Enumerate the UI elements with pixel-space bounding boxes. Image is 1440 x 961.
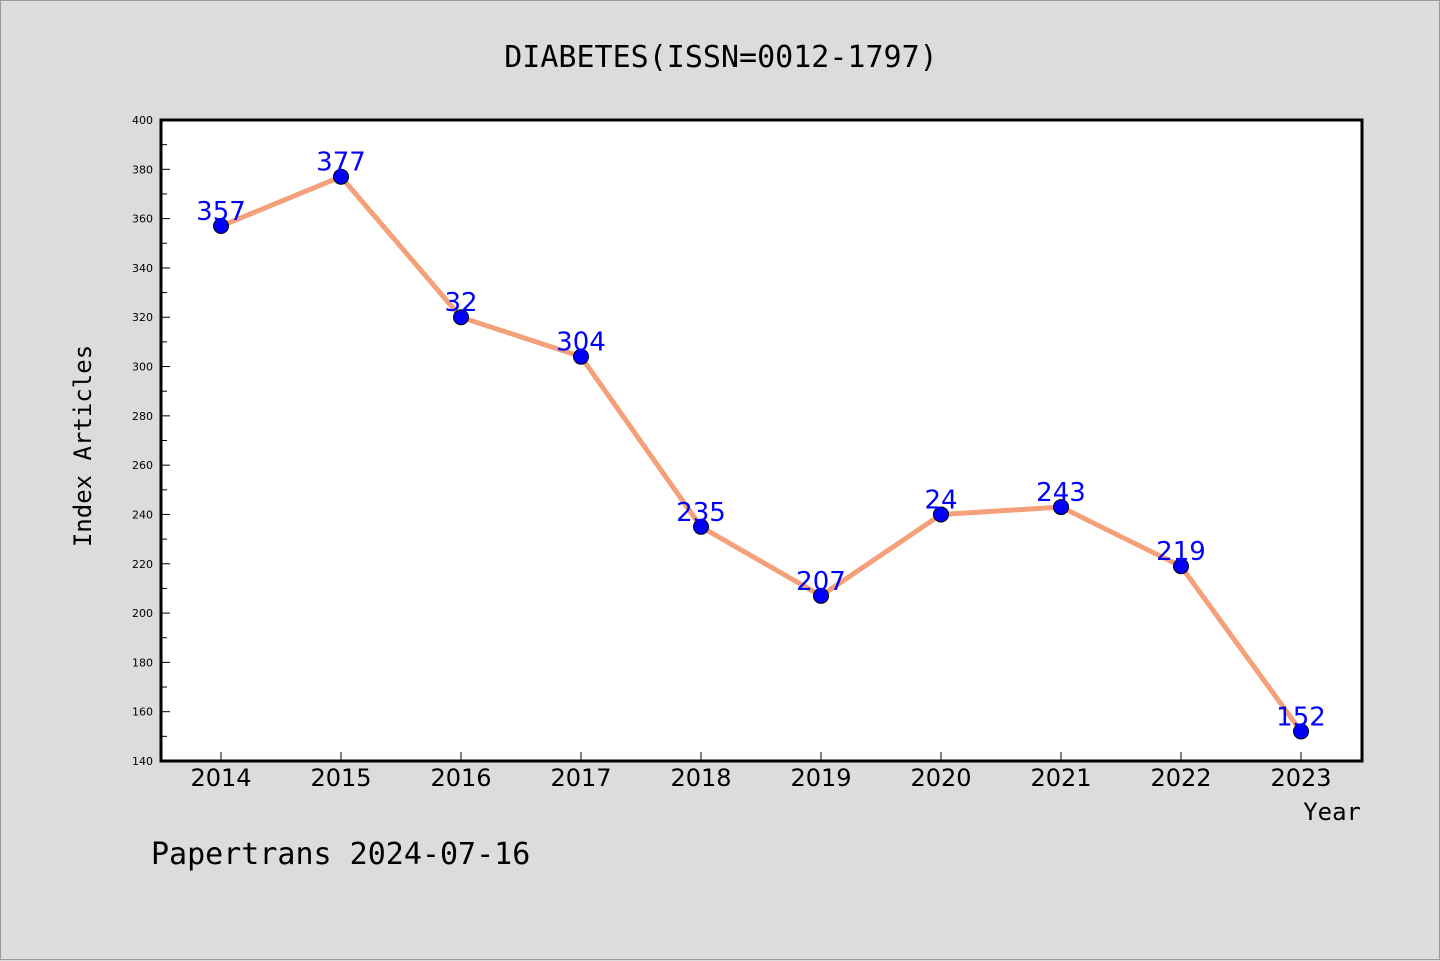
y-tick-label: 200 <box>132 607 153 620</box>
y-tick-label: 320 <box>132 311 153 324</box>
data-point-marker <box>453 309 469 326</box>
footer-watermark: Papertrans 2024-07-16 <box>151 837 530 872</box>
data-label: 243 <box>1036 478 1086 508</box>
plot-area <box>159 118 1364 763</box>
y-tick-label: 380 <box>132 163 153 176</box>
data-point-marker <box>1053 499 1069 516</box>
x-tick-label: 2014 <box>190 764 251 792</box>
data-point-marker <box>573 348 589 365</box>
data-label: 24 <box>924 485 957 515</box>
y-tick-label: 360 <box>132 213 153 226</box>
y-tick-label: 340 <box>132 262 153 275</box>
data-point-marker <box>813 587 829 604</box>
data-label: 357 <box>196 197 246 227</box>
y-tick-label: 280 <box>132 410 153 423</box>
y-tick-label: 400 <box>132 114 153 127</box>
data-point-marker <box>213 218 229 235</box>
data-label: 235 <box>676 498 726 528</box>
data-labels: 357 377 32 304 235 207 24 243 219 152 <box>196 148 1326 733</box>
data-point-marker <box>333 168 349 185</box>
series-line <box>218 174 1304 734</box>
data-label: 219 <box>1156 537 1206 567</box>
y-tick-label: 300 <box>132 361 153 374</box>
data-label: 207 <box>796 567 846 597</box>
x-tick-label: 2018 <box>670 764 731 792</box>
data-point-marker <box>693 518 709 535</box>
x-tick-label: 2022 <box>1150 764 1211 792</box>
x-axis: 2014 2015 2016 2017 2018 2019 2020 2021 2022 2023 <box>190 752 1332 792</box>
y-axis: 140 160 180 200 220 240 260 280 300 320 340 360 380 4… <box>132 114 170 768</box>
x-axis-label: Year <box>1303 798 1361 826</box>
data-point-marker <box>1173 558 1189 575</box>
x-tick-label: 2023 <box>1270 764 1331 792</box>
data-points <box>213 168 1309 740</box>
x-tick-label: 2019 <box>790 764 851 792</box>
data-label: 152 <box>1276 702 1326 732</box>
x-tick-label: 2017 <box>550 764 611 792</box>
x-tick-label: 2016 <box>430 764 491 792</box>
x-tick-label: 2015 <box>310 764 371 792</box>
data-point-marker <box>933 506 949 523</box>
data-point-marker <box>1293 723 1309 740</box>
data-label: 32 <box>444 288 477 318</box>
chart-title: DIABETES(ISSN=0012-1797) <box>504 40 937 75</box>
x-tick-label: 2020 <box>910 764 971 792</box>
y-tick-label: 160 <box>132 706 153 719</box>
series-polyline <box>218 174 1304 734</box>
x-tick-label: 2021 <box>1030 764 1091 792</box>
data-label: 377 <box>316 148 366 178</box>
y-tick-label: 260 <box>132 459 153 472</box>
data-label: 304 <box>556 328 606 358</box>
y-tick-label: 240 <box>132 508 153 521</box>
y-tick-label: 180 <box>132 656 153 669</box>
y-tick-label: 140 <box>132 755 153 768</box>
y-tick-label: 220 <box>132 558 153 571</box>
y-axis-label: Index Articles <box>69 345 97 547</box>
